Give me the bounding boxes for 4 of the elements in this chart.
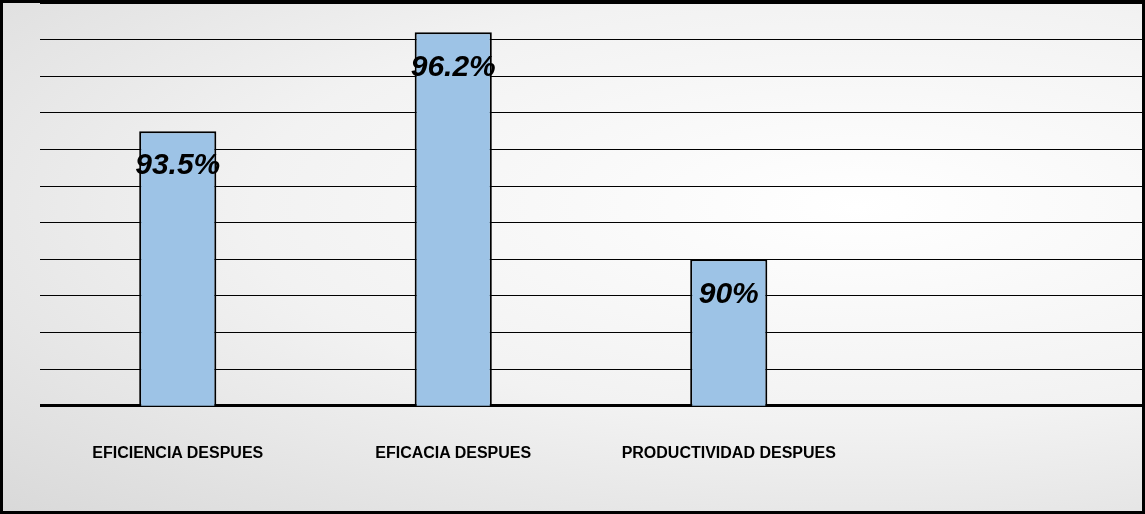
x-tick-label: EFICACIA DESPUES (375, 443, 532, 461)
x-tick-label: EFICIENCIA DESPUES (92, 443, 264, 461)
x-tick-label: PRODUCTIVIDAD DESPUES (621, 443, 837, 461)
data-label: 90% (698, 275, 759, 309)
